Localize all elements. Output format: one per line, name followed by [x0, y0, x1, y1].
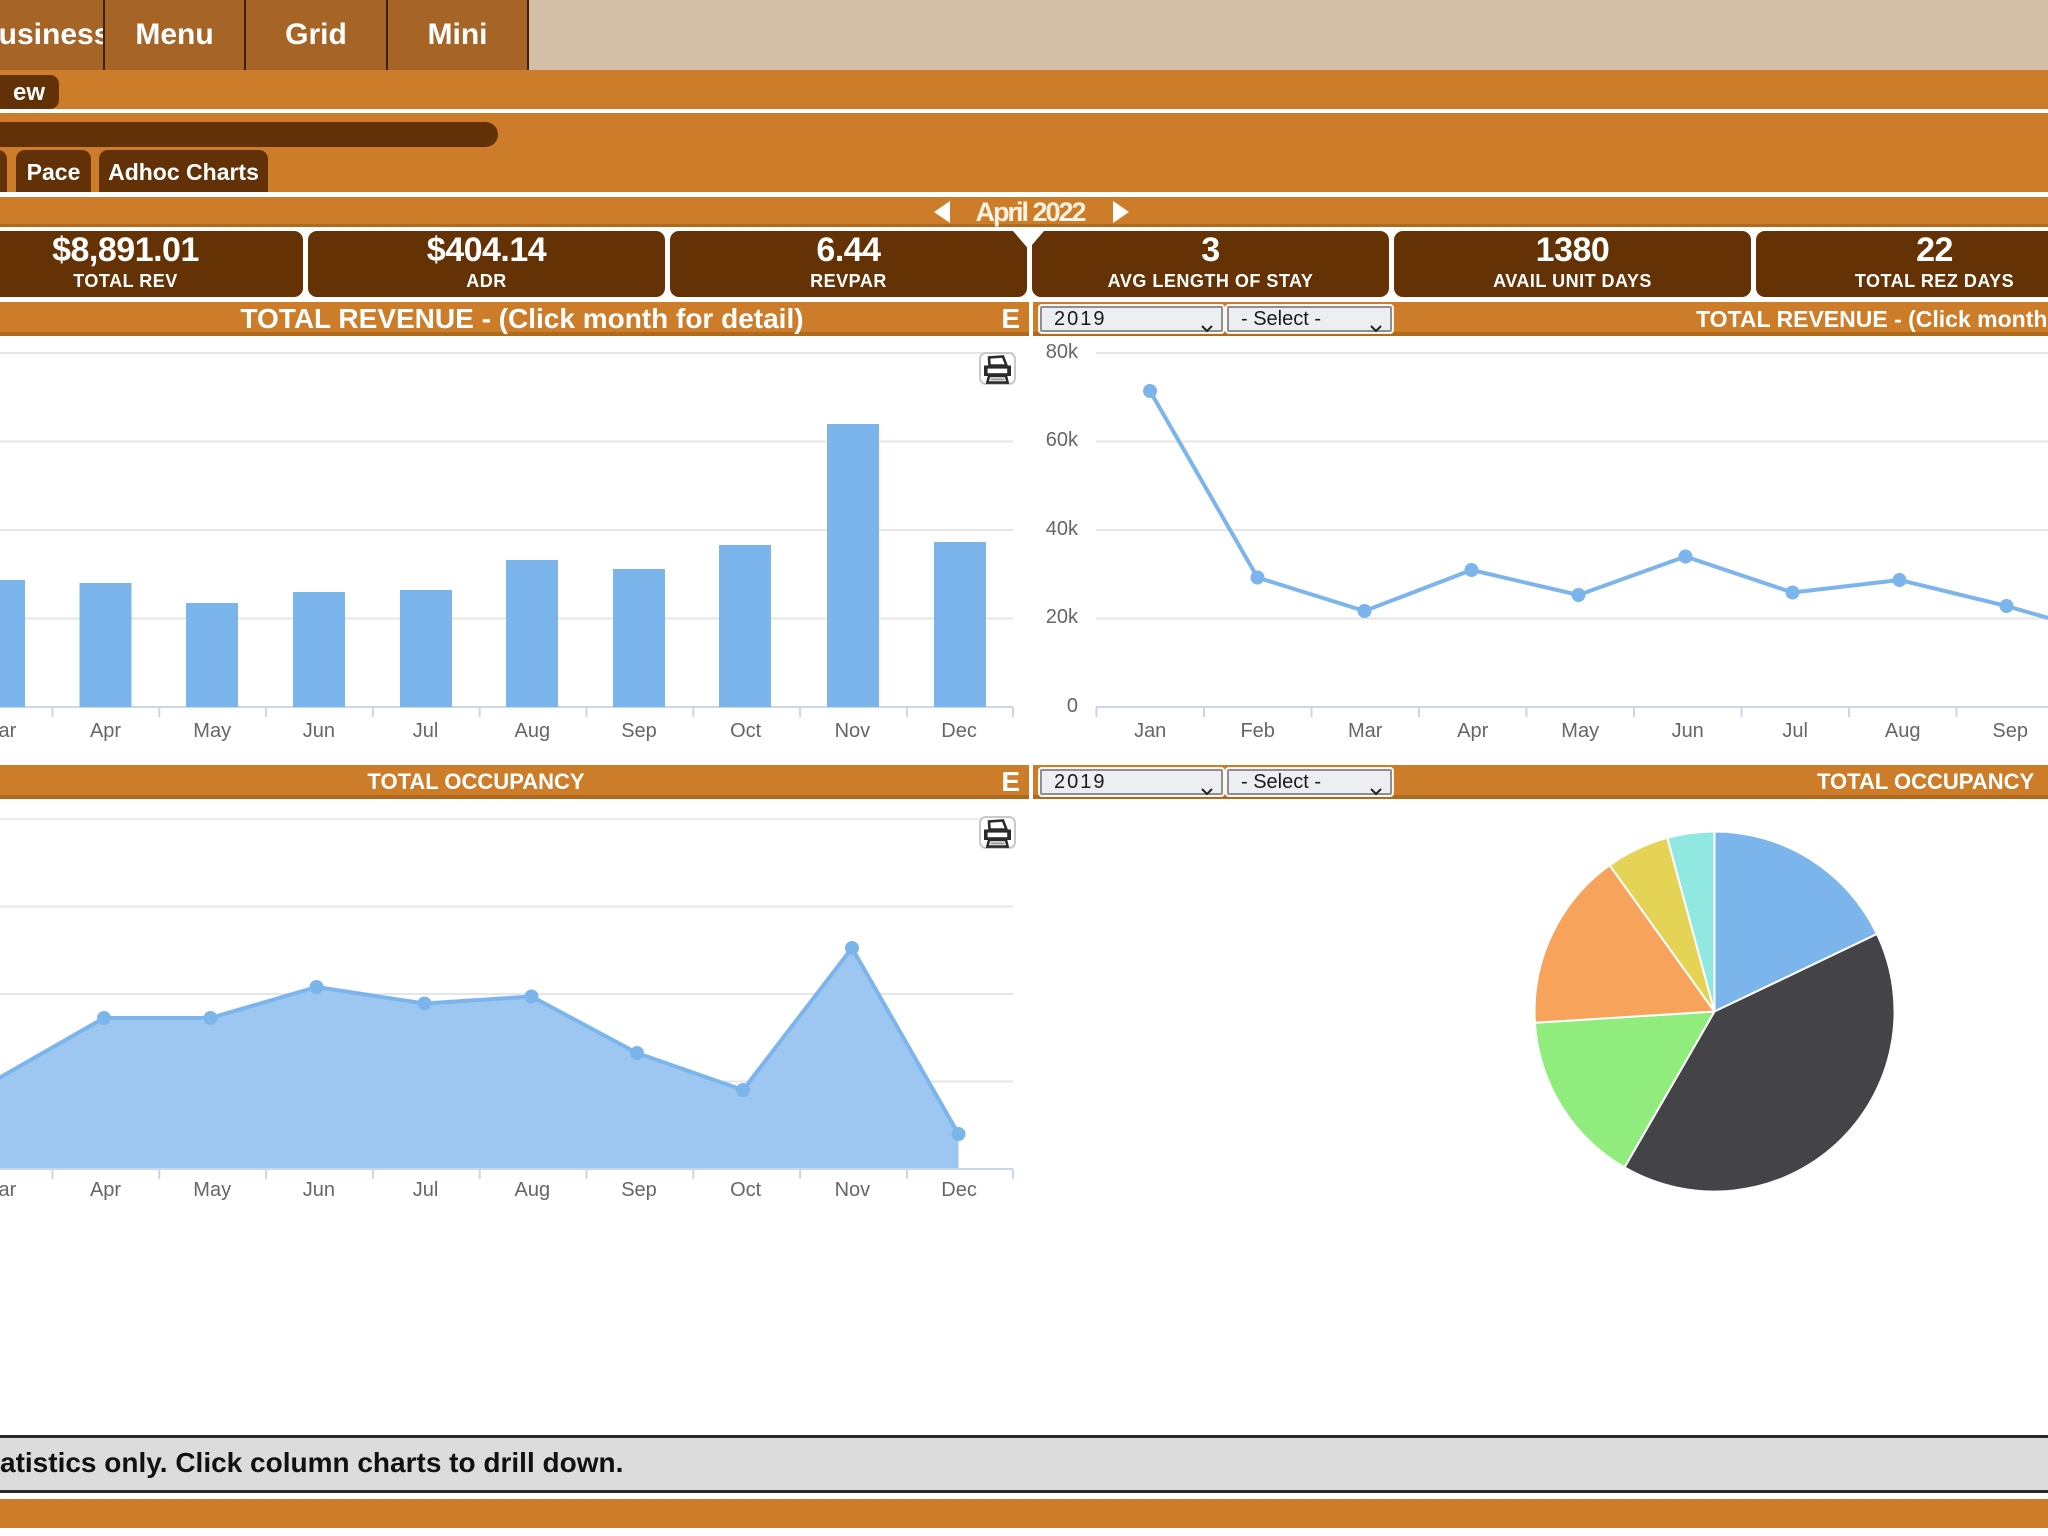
svg-text:Jul: Jul: [413, 720, 439, 742]
svg-text:Oct: Oct: [730, 1179, 762, 1201]
svg-text:Aug: Aug: [515, 720, 551, 742]
svg-text:20k: 20k: [1046, 606, 1079, 628]
svg-text:Apr: Apr: [90, 720, 121, 742]
svg-text:May: May: [1561, 720, 1599, 742]
svg-text:May: May: [193, 720, 231, 742]
svg-text:Sep: Sep: [1992, 720, 2028, 742]
svg-text:Jul: Jul: [1782, 720, 1808, 742]
svg-text:Feb: Feb: [1240, 720, 1274, 742]
svg-text:Dec: Dec: [941, 720, 977, 742]
svg-text:Apr: Apr: [1457, 720, 1488, 742]
svg-text:Nov: Nov: [835, 720, 871, 742]
svg-text:Mar: Mar: [0, 720, 17, 742]
svg-text:Aug: Aug: [1885, 720, 1921, 742]
svg-text:Sep: Sep: [621, 1179, 657, 1201]
svg-text:May: May: [193, 1179, 231, 1201]
svg-text:Oct: Oct: [730, 720, 762, 742]
svg-text:Mar: Mar: [0, 1179, 17, 1201]
svg-text:Jul: Jul: [413, 1179, 439, 1201]
svg-text:Jun: Jun: [1672, 720, 1704, 742]
svg-text:Jun: Jun: [303, 720, 335, 742]
svg-text:Nov: Nov: [835, 1179, 871, 1201]
svg-text:Jan: Jan: [1134, 720, 1166, 742]
svg-text:0: 0: [1067, 695, 1078, 717]
svg-text:Dec: Dec: [941, 1179, 977, 1201]
svg-text:Sep: Sep: [621, 720, 657, 742]
svg-text:60k: 60k: [1046, 429, 1079, 451]
svg-text:Apr: Apr: [90, 1179, 121, 1201]
svg-text:40k: 40k: [1046, 518, 1079, 540]
svg-text:Jun: Jun: [303, 1179, 335, 1201]
svg-text:Mar: Mar: [1348, 720, 1383, 742]
svg-text:80k: 80k: [1046, 341, 1079, 363]
svg-text:Aug: Aug: [515, 1179, 551, 1201]
